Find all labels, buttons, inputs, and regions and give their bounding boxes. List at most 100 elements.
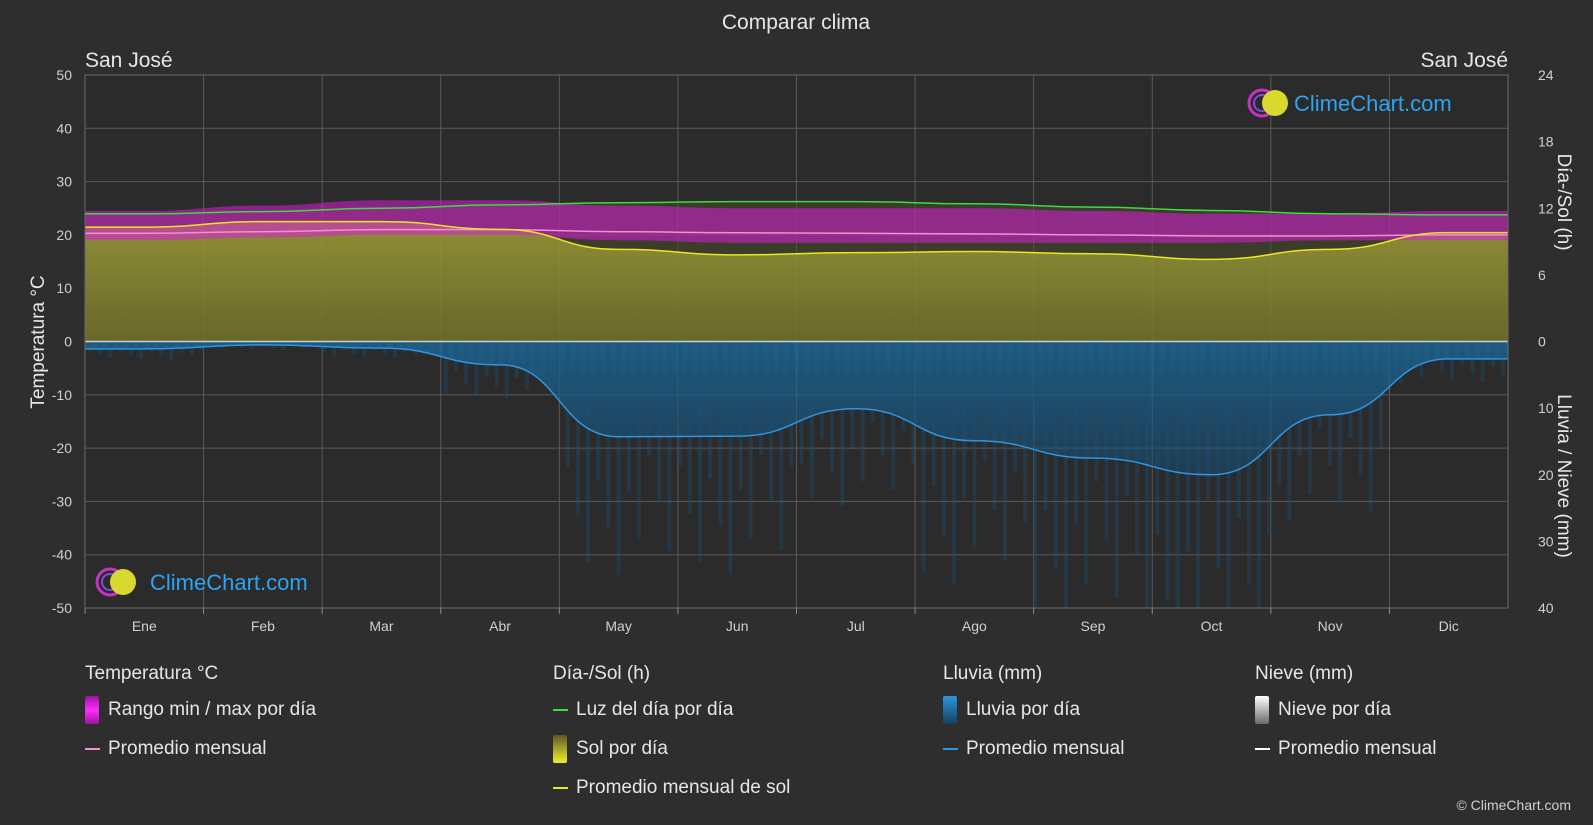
- rain-day-bar: [586, 341, 591, 564]
- rain-day-bar: [443, 341, 448, 393]
- rain-day-bar: [728, 341, 733, 574]
- rain-day-bar: [291, 341, 296, 347]
- sun-swatch: [553, 734, 567, 763]
- daylight-line: [84, 200, 1508, 216]
- rain-day-bar: [921, 341, 926, 573]
- y-left-tick: -50: [52, 600, 72, 616]
- rain-day-bar: [1094, 341, 1099, 482]
- logo-top[interactable]: ClimeChart.com: [1247, 88, 1452, 118]
- y-left-tick: -30: [52, 493, 72, 509]
- y-left-tick: 40: [56, 120, 72, 136]
- logo-bottom[interactable]: ClimeChart.com: [95, 567, 308, 597]
- rain-day-bar: [911, 341, 916, 465]
- legend-snow-day: Nieve por día: [1255, 690, 1436, 729]
- logo-top-text: ClimeChart.com: [1294, 91, 1452, 116]
- rain-day-bar: [1155, 341, 1160, 535]
- rain-day-bar: [962, 341, 967, 498]
- rain-day-bar: [931, 341, 936, 486]
- y-right-bottom-label: Lluvia / Nieve (mm): [1553, 394, 1574, 558]
- rain-day-bar: [809, 341, 814, 498]
- rain-day-bar: [738, 341, 743, 491]
- legend-rain-avg: Promedio mensual: [943, 729, 1124, 768]
- y-left-tick: 30: [56, 174, 72, 190]
- legend-sun-title: Día-/Sol (h): [553, 663, 651, 684]
- y-left-tick: 20: [56, 227, 72, 243]
- rain-day-bar: [98, 341, 103, 354]
- rain-day-bar: [362, 341, 367, 357]
- sun-avg-line: [84, 220, 1508, 261]
- rain-day-bar: [1145, 341, 1150, 608]
- rain-day-bar: [1114, 341, 1119, 599]
- y-right-sun-tick: 0: [1538, 334, 1546, 350]
- rain-day-bar: [596, 341, 601, 480]
- rain-day-bar: [1165, 341, 1170, 602]
- legend-sun-day-label: Sol por día: [576, 737, 668, 759]
- legend-snow-avg: Promedio mensual: [1255, 729, 1436, 768]
- rain-day-bar: [525, 341, 530, 390]
- rain-day-bar: [1246, 341, 1251, 585]
- legend-sun-avg-label: Promedio mensual de sol: [576, 776, 791, 798]
- rain-day-bar: [992, 341, 997, 511]
- rain-day-bar: [1419, 341, 1424, 378]
- legend-temp-range: Rango min / max por día: [85, 690, 316, 729]
- rain-day-bar: [1074, 341, 1079, 526]
- rain-day-bar: [1023, 341, 1028, 523]
- rain-day-bar: [1216, 341, 1221, 569]
- rain-day-bar: [952, 341, 957, 585]
- temp-range-swatch: [85, 695, 99, 724]
- rain-day-bar: [636, 341, 641, 540]
- rain-day-bar: [514, 341, 519, 379]
- temp-avg-line: [85, 228, 1508, 237]
- rain-day-bar: [179, 341, 184, 354]
- rain-day-bar: [1409, 341, 1414, 369]
- rain-day-bar: [372, 341, 377, 352]
- rain-day-bar: [545, 341, 550, 382]
- rain-day-bar: [697, 341, 702, 562]
- x-tick-label: Jul: [847, 618, 865, 634]
- rain-day-bar: [1013, 341, 1018, 474]
- legend: Temperatura °C Rango min / max por día P…: [0, 662, 1593, 812]
- sunshine-area: [85, 221, 1508, 342]
- rain-day-bar: [118, 341, 123, 352]
- rain-day-bar: [1470, 341, 1475, 374]
- rain-day-bar: [1175, 341, 1180, 608]
- rain-day-bar: [1429, 341, 1434, 363]
- y-right-rain-tick: 10: [1538, 400, 1554, 416]
- rain-day-bar: [708, 341, 713, 479]
- sun-avg-swatch: [553, 786, 568, 789]
- chart-title: Comparar clima: [722, 11, 871, 34]
- legend-snow-day-label: Nieve por día: [1278, 698, 1392, 720]
- rain-day-bar: [504, 341, 509, 399]
- legend-temp-avg-label: Promedio mensual: [108, 737, 267, 759]
- rain-area: [85, 341, 1508, 475]
- legend-sun-day: Sol por día: [553, 729, 790, 768]
- rain-day-bar: [1317, 341, 1322, 430]
- y-left-tick: 50: [56, 67, 72, 83]
- city-left: San José: [85, 49, 173, 72]
- y-right-rain-tick: 40: [1538, 600, 1554, 616]
- rain-day-bar: [769, 341, 774, 503]
- x-tick-label: Oct: [1201, 618, 1223, 634]
- rain-day-bar: [1267, 341, 1272, 535]
- legend-rain-day: Lluvia por día: [943, 690, 1124, 729]
- rain-day-bar: [850, 341, 855, 448]
- rain-day-bar: [1348, 341, 1353, 439]
- rain-day-bar: [332, 341, 337, 357]
- x-tick-label: May: [605, 618, 631, 634]
- rain-day-bar: [687, 341, 692, 515]
- rain-avg-line: [84, 344, 1508, 476]
- legend-snow-avg-label: Promedio mensual: [1278, 737, 1437, 759]
- rain-day-bar: [535, 341, 540, 370]
- legend-temp-avg: Promedio mensual: [85, 729, 316, 768]
- x-tick-label: Jun: [726, 618, 749, 634]
- rain-day-bar: [1256, 341, 1261, 608]
- legend-rain: Lluvia (mm) Lluvia por día Promedio mens…: [943, 662, 1124, 768]
- legend-daylight-label: Luz del día por día: [576, 698, 734, 720]
- rain-day-bar: [403, 341, 408, 352]
- y-left-tick: -10: [52, 387, 72, 403]
- y-right-top-label: Día-/Sol (h): [1553, 153, 1574, 250]
- rain-day-bar: [1135, 341, 1140, 555]
- y-right-sun-tick: 24: [1538, 67, 1554, 83]
- rain-day-bar: [860, 341, 865, 482]
- rain-day-bar: [901, 341, 906, 431]
